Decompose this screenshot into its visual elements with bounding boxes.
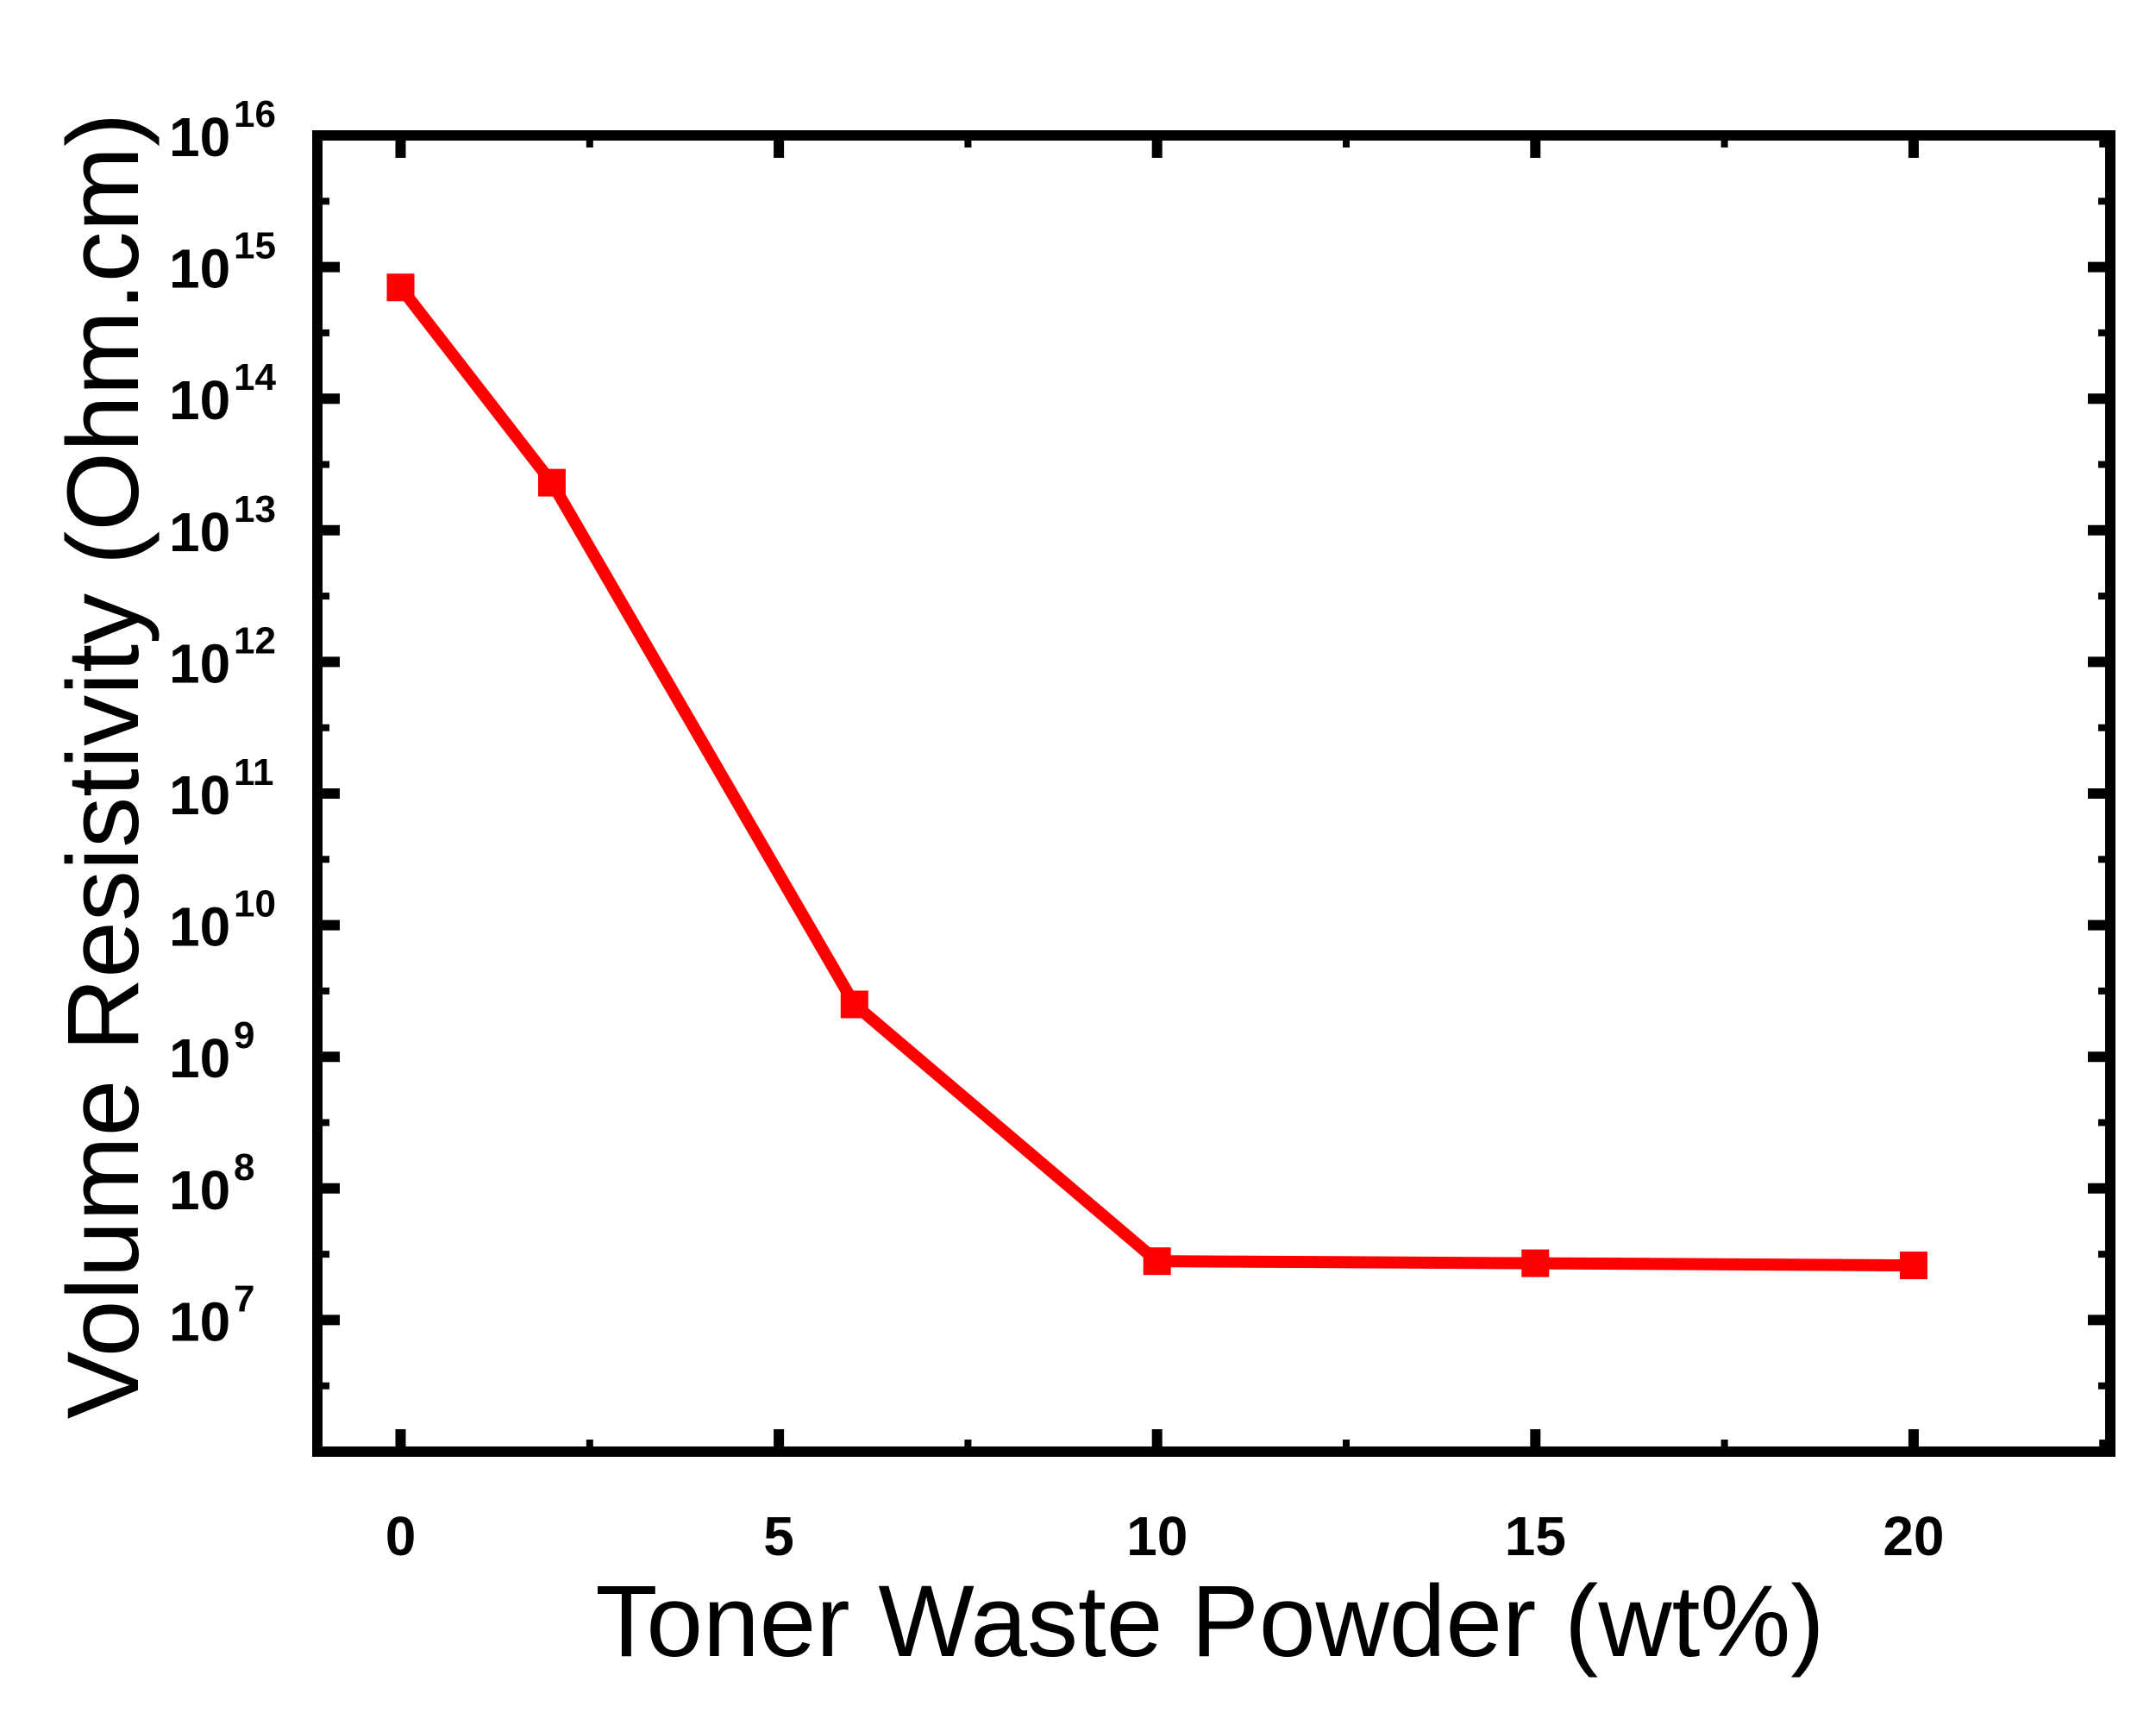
y-tick-base: 10	[169, 238, 230, 300]
y-tick-label: 1011	[169, 751, 274, 826]
y-tick-base: 10	[169, 1159, 230, 1221]
y-tick-label: 1016	[169, 93, 276, 168]
y-tick-base: 10	[169, 1290, 230, 1352]
y-tick-base: 10	[169, 764, 230, 826]
y-tick-label: 108	[169, 1146, 254, 1221]
y-tick-label: 1012	[169, 619, 276, 694]
y-tick-base: 10	[169, 1027, 230, 1089]
y-tick-label: 107	[169, 1277, 254, 1352]
y-tick-label: 109	[169, 1014, 254, 1089]
y-tick-base: 10	[169, 632, 230, 694]
y-tick-label: 1014	[169, 356, 276, 431]
axes	[312, 130, 2115, 1457]
y-tick-exponent: 7	[234, 1277, 254, 1320]
y-tick-exponent: 9	[234, 1014, 254, 1057]
plot-frame	[312, 130, 2115, 1457]
y-tick-exponent: 15	[234, 225, 276, 267]
y-tick-exponent: 10	[234, 883, 276, 926]
x-tick-label: 5	[763, 1505, 794, 1567]
data-point-marker	[840, 990, 868, 1019]
y-tick-exponent: 14	[234, 356, 276, 398]
y-tick-label: 1013	[169, 488, 276, 563]
x-tick-label: 15	[1505, 1505, 1566, 1567]
series-line	[395, 283, 1914, 1272]
data-point-marker	[386, 273, 415, 302]
y-tick-label: 1015	[169, 225, 276, 300]
data-point-marker	[537, 468, 566, 497]
y-tick-exponent: 13	[234, 488, 276, 530]
y-axis-title: Volume Resistivity (Ohm.cm)	[47, 113, 160, 1420]
data-point-marker	[1143, 1247, 1171, 1276]
y-tick-exponent: 11	[234, 751, 274, 794]
x-tick-label: 10	[1126, 1505, 1188, 1567]
y-tick-base: 10	[169, 106, 230, 168]
y-tick-base: 10	[169, 501, 230, 563]
y-tick-exponent: 12	[234, 619, 276, 662]
x-tick-label: 20	[1883, 1505, 1944, 1567]
data-point-marker	[1899, 1252, 1927, 1280]
data-series	[386, 273, 1927, 1280]
y-tick-exponent: 16	[234, 93, 276, 135]
x-tick-label: 0	[385, 1505, 417, 1567]
y-tick-exponent: 8	[234, 1146, 254, 1189]
data-point-marker	[1521, 1249, 1550, 1277]
x-axis-title: Toner Waste Powder (wt%)	[595, 1565, 1824, 1678]
tick-labels: 0 5 10 15 2010710810910101011101210131014101…	[169, 93, 1945, 1567]
y-tick-base: 10	[169, 369, 230, 431]
y-tick-base: 10	[169, 896, 230, 958]
y-tick-label: 1010	[169, 883, 276, 958]
